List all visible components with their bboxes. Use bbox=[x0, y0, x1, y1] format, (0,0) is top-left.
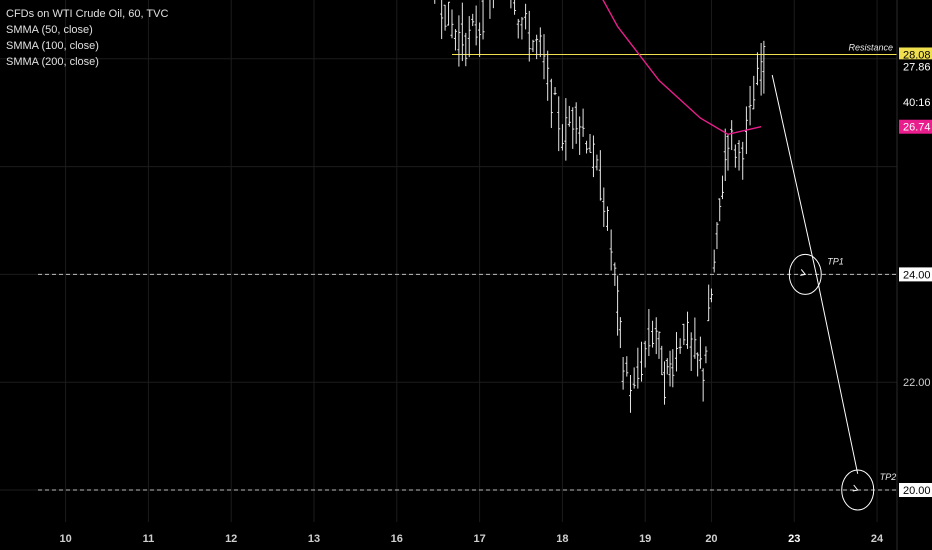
x-tick-label[interactable]: 24 bbox=[871, 533, 884, 545]
tp1-label: TP1 bbox=[827, 256, 844, 266]
time-axis[interactable]: 10 11 12 13 16 17 18 19 20 23 24 bbox=[59, 533, 884, 545]
x-tick-label[interactable]: 18 bbox=[556, 533, 568, 545]
resistance-label: Resistance bbox=[848, 42, 893, 52]
x-tick-label[interactable]: 10 bbox=[59, 533, 71, 545]
price-tag-text: 28.08 bbox=[903, 49, 931, 61]
x-tick-label[interactable]: 19 bbox=[639, 533, 651, 545]
x-tick-label[interactable]: 11 bbox=[143, 533, 155, 545]
smma-lines bbox=[602, 0, 762, 136]
grid bbox=[0, 0, 897, 522]
projection-path: TP1 TP2 bbox=[771, 74, 897, 511]
target-arrowhead bbox=[852, 484, 859, 492]
price-tag: 27.86 bbox=[899, 59, 932, 74]
price-tag-box bbox=[899, 267, 932, 282]
x-tick-label[interactable]: 16 bbox=[391, 533, 403, 545]
price-tag-box bbox=[899, 59, 932, 74]
smma100-legend[interactable]: SMMA (100, close) bbox=[6, 40, 99, 52]
price-bars bbox=[434, 0, 766, 413]
price-tag-box bbox=[899, 47, 932, 62]
smma200-legend[interactable]: SMMA (200, close) bbox=[6, 56, 99, 68]
price-tag: 24.00 bbox=[899, 267, 932, 282]
price-tag-text: 27.86 bbox=[903, 61, 931, 73]
target-circle bbox=[841, 469, 875, 511]
target-circle bbox=[788, 253, 822, 295]
projection-arrow bbox=[771, 74, 859, 474]
price-tag: 26.74 bbox=[899, 119, 932, 134]
x-tick-label[interactable]: 23 bbox=[788, 533, 800, 545]
price-tag: 28.08 bbox=[899, 47, 932, 62]
target-arrowhead bbox=[800, 269, 807, 276]
price-tag-text: 40:16 bbox=[903, 97, 931, 109]
chart-legend: CFDs on WTI Crude Oil, 60, TVC SMMA (50,… bbox=[6, 6, 168, 70]
price-tag-text: 26.74 bbox=[903, 122, 931, 134]
level-lines: Resistance bbox=[38, 42, 897, 491]
price-tag: 20.00 bbox=[899, 483, 932, 497]
price-tag-box bbox=[899, 119, 932, 134]
symbol-title[interactable]: CFDs on WTI Crude Oil, 60, TVC bbox=[6, 8, 169, 20]
x-tick-label[interactable]: 12 bbox=[225, 533, 237, 545]
x-tick-label[interactable]: 17 bbox=[473, 533, 485, 545]
price-tag: 40:16 bbox=[899, 94, 932, 109]
price-tag-text: 24.00 bbox=[903, 269, 931, 281]
smma50-line bbox=[602, 0, 762, 136]
price-tag-text: 20.00 bbox=[903, 485, 931, 497]
price-tag-box bbox=[899, 483, 932, 497]
tp2-label: TP2 bbox=[880, 472, 897, 482]
x-tick-label[interactable]: 20 bbox=[705, 533, 717, 545]
price-tags: 38.0036.2835.4229.9928.0827.8640:1626.74… bbox=[899, 47, 932, 497]
x-tick-label[interactable]: 13 bbox=[308, 533, 320, 545]
y-tick-label: 22.00 bbox=[903, 377, 931, 389]
price-tag-box bbox=[899, 94, 932, 109]
smma50-legend[interactable]: SMMA (50, close) bbox=[6, 24, 93, 36]
